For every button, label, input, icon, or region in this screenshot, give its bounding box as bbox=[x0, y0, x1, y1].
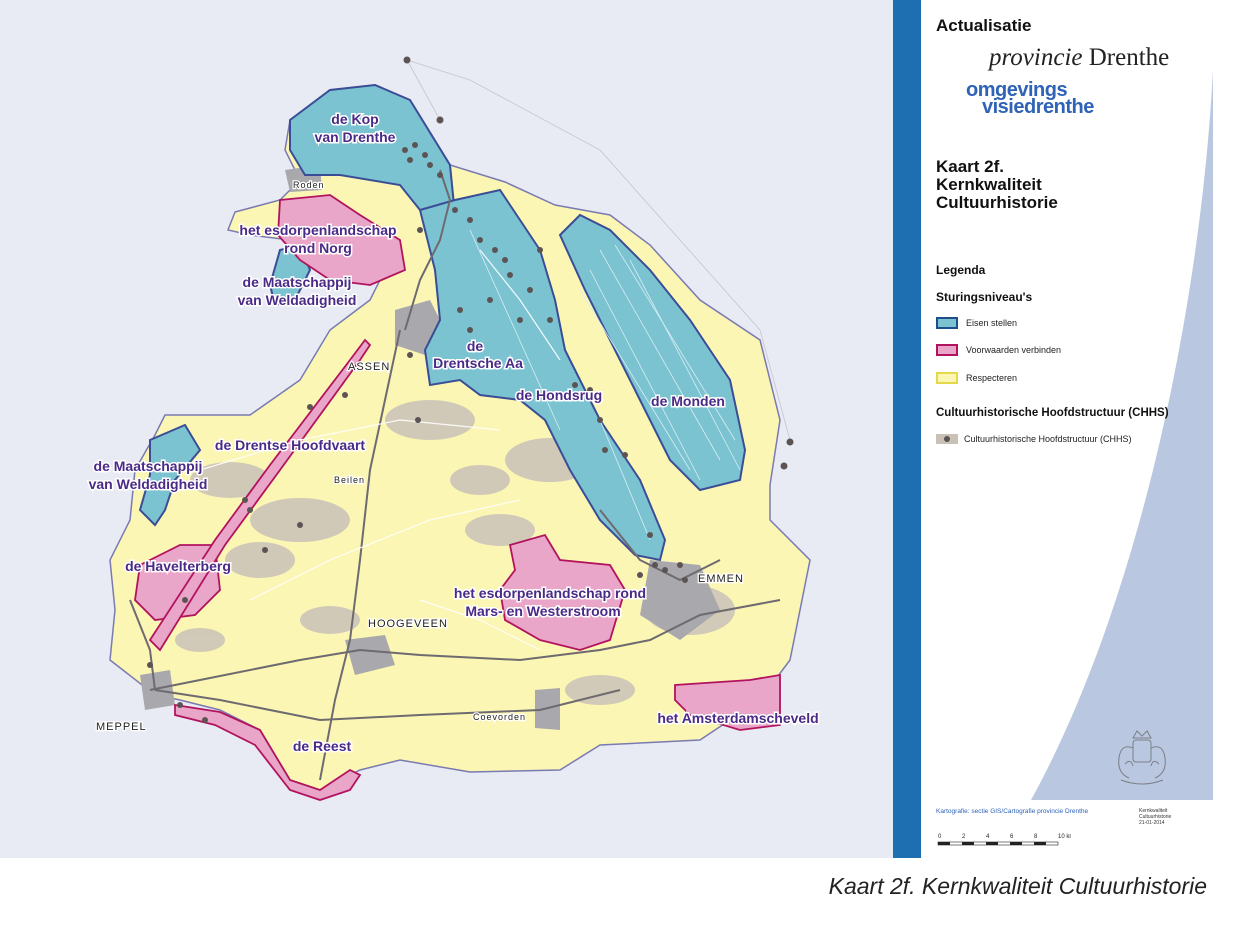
town-coevorden: Coevorden bbox=[473, 712, 526, 722]
region-label-kop-van-drenthe: de Kop van Drenthe bbox=[315, 111, 396, 145]
scale-tick-label: 6 bbox=[1010, 834, 1014, 840]
scale-tick-labels: 0 2 4 6 8 10 km bbox=[938, 834, 1071, 840]
legend-item-chhs: Cultuurhistorische Hoofdstructuur (CHHS) bbox=[936, 432, 1132, 446]
region-label-drentse-hoofdvaart: de Drentse Hoofdvaart bbox=[215, 437, 365, 453]
legend-item-eisen-stellen: Eisen stellen bbox=[936, 316, 1017, 330]
roads bbox=[129, 169, 781, 781]
voorwaarden-verbinden-areas bbox=[134, 194, 781, 801]
meta-line-3: 21-01-2014 bbox=[1139, 820, 1165, 826]
region-label-havelterberg: de Havelterberg bbox=[125, 558, 231, 574]
scale-segments bbox=[937, 841, 1059, 846]
meta-line-2: Cultuurhistorie bbox=[1139, 814, 1172, 820]
provincie-drenthe-logo: provincie Drenthe bbox=[989, 44, 1169, 72]
region-label-monden: de Monden bbox=[651, 393, 725, 409]
region-label-drentsche-aa: de Drentsche Aa bbox=[433, 338, 523, 371]
town-labels: Roden ASSEN Beilen HOOGEVEEN EMMEN MEPPE… bbox=[95, 179, 744, 735]
map-title: Kaart 2f. Kernkwaliteit Cultuurhistorie bbox=[936, 158, 1176, 212]
swatch-voorwaarden-verbinden bbox=[936, 344, 958, 356]
town-hoogeveen: HOOGEVEEN bbox=[368, 618, 448, 630]
chhs-point-icon bbox=[936, 434, 958, 444]
scale-tick-label: 4 bbox=[986, 834, 990, 840]
swatch-eisen-stellen bbox=[936, 317, 958, 329]
logo-drenthe-text: Drenthe bbox=[1088, 44, 1170, 71]
panel-heading: Actualisatie bbox=[936, 16, 1032, 35]
minor-roads bbox=[199, 249, 561, 651]
scale-tick-label: 8 bbox=[1034, 834, 1038, 840]
chhs-heading: Cultuurhistorische Hoofdstructuur (CHHS) bbox=[936, 407, 1169, 419]
region-labels: de Kop van Drenthe het esdorpenlandschap r… bbox=[87, 110, 820, 756]
logo-omgevings-text: omgevings bbox=[966, 79, 1068, 101]
town-emmen: EMMEN bbox=[698, 573, 744, 585]
eisen-stellen-areas bbox=[138, 83, 747, 562]
region-label-reest: de Reest bbox=[293, 738, 352, 754]
scale-tick-label: 10 km bbox=[1058, 834, 1071, 840]
region-label-maatschappij-west: de Maatschappij van Weldadigheid bbox=[89, 458, 208, 492]
region-label-esdorpen-norg: het esdorpenlandschap rond Norg bbox=[239, 222, 396, 256]
town-roden: Roden bbox=[293, 180, 325, 190]
sturingsniveaus-heading: Sturingsniveau's bbox=[936, 290, 1033, 304]
logo-provincie-text: provincie bbox=[989, 44, 1083, 71]
urban-areas bbox=[140, 165, 720, 730]
legend-label: Respecteren bbox=[966, 373, 1018, 383]
parcel-lines bbox=[469, 229, 741, 541]
region-label-maatschappij-north: de Maatschappij van Weldadigheid bbox=[238, 274, 357, 308]
omgevingsvisie-logo: omgevings visiedrenthe bbox=[966, 79, 1094, 118]
blue-side-bar bbox=[893, 0, 921, 858]
cartography-credit: Kartografie: sectie GIS/Cartografie prov… bbox=[936, 808, 1089, 815]
map-metadata: Kernkwaliteit Cultuurhistorie 21-01-2014 bbox=[1139, 808, 1171, 826]
map-title-line-1: Kaart 2f. bbox=[936, 157, 1005, 176]
royal-crest-icon bbox=[1118, 730, 1166, 785]
scale-tick-label: 0 bbox=[938, 834, 942, 840]
logo-visiedrenthe-text: visiedrenthe bbox=[982, 96, 1094, 118]
legend-item-voorwaarden-verbinden: Voorwaarden verbinden bbox=[936, 343, 1061, 357]
map-title-line-2: Kernkwaliteit bbox=[936, 175, 1042, 194]
town-assen: ASSEN bbox=[348, 361, 390, 373]
legend-label: Cultuurhistorische Hoofdstructuur (CHHS) bbox=[964, 434, 1132, 444]
map-area: de Kop van Drenthe het esdorpenlandschap r… bbox=[0, 0, 893, 858]
legend-heading: Legenda bbox=[936, 263, 986, 277]
legend-panel: Actualisatie provincie Drenthe omgevings… bbox=[921, 0, 1213, 858]
chhs-points bbox=[147, 56, 794, 723]
region-label-esdorpen-mars: het esdorpenlandschap rond Mars- en Weste… bbox=[454, 585, 646, 619]
region-label-hondsrug: de Hondsrug bbox=[516, 387, 602, 403]
legend-label: Voorwaarden verbinden bbox=[966, 345, 1062, 355]
region-label-amsterdamscheveld: het Amsterdamscheveld bbox=[657, 710, 818, 726]
decorative-swoosh bbox=[1031, 70, 1213, 800]
province-map: de Kop van Drenthe het esdorpenlandschap r… bbox=[87, 56, 820, 801]
town-beilen: Beilen bbox=[334, 475, 365, 485]
meta-line-1: Kernkwaliteit bbox=[1139, 808, 1168, 814]
scale-tick-label: 2 bbox=[962, 834, 966, 840]
legend-label: Eisen stellen bbox=[966, 318, 1018, 328]
town-meppel: MEPPEL bbox=[96, 721, 147, 733]
map-title-line-3: Cultuurhistorie bbox=[936, 193, 1058, 212]
legend-item-respecteren: Respecteren bbox=[936, 371, 1017, 385]
scale-bar: 0 2 4 6 8 10 km bbox=[937, 834, 1071, 846]
external-lines bbox=[406, 59, 791, 441]
swatch-respecteren bbox=[936, 372, 958, 384]
figure-caption: Kaart 2f. Kernkwaliteit Cultuurhistorie bbox=[828, 873, 1207, 899]
